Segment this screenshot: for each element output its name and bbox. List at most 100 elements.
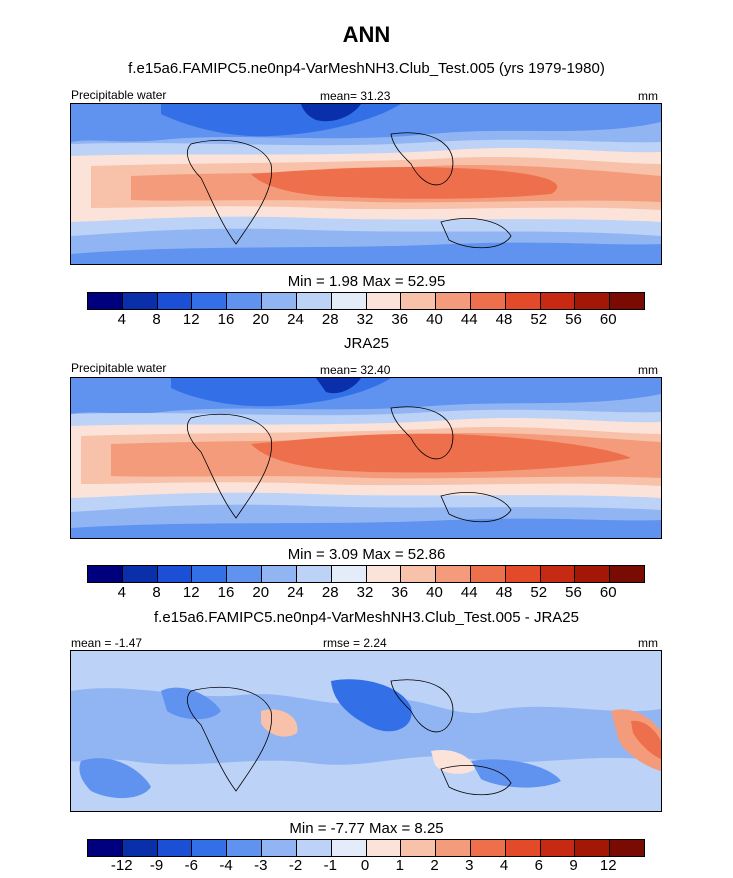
colorbar-cell [227,840,263,856]
panel-2-mean-label: mean= 32.40 [320,363,391,377]
colorbar-tick-label: 28 [321,311,339,328]
colorbar-cell [575,840,611,856]
colorbar-cell [436,840,471,856]
colorbar-cell [331,566,367,582]
colorbar-tick-label: 6 [534,857,543,874]
colorbar-tick-label: 52 [530,311,548,328]
panel-1-units-label: mm [638,89,658,103]
colorbar-cell [122,566,158,582]
colorbar-tick-label: 36 [391,584,409,601]
colorbar-cell [436,566,471,582]
colorbar-cell [296,840,332,856]
colorbar-cell [157,293,193,309]
panel-3-map [70,650,662,812]
panel-2-colorbar-ticks: 4 8 12 16 20 24 28 32 36 40 44 48 52 56 60 [87,584,643,602]
panel-3-colorbar [87,839,645,857]
colorbar-tick-label: 20 [252,311,270,328]
colorbar-cell [296,293,332,309]
colorbar-tick-label: 9 [569,857,578,874]
colorbar-cell [401,566,437,582]
colorbar-tick-label: -9 [149,857,164,874]
colorbar-cell [157,566,193,582]
colorbar-cell [331,293,367,309]
panel-3-title: f.e15a6.FAMIPC5.ne0np4-VarMeshNH3.Club_T… [154,609,579,626]
colorbar-cell [157,840,193,856]
colorbar-tick-label: 60 [599,311,617,328]
colorbar-cell [575,293,611,309]
colorbar-cell [470,840,506,856]
colorbar-cell [366,566,402,582]
colorbar-cell [505,840,541,856]
colorbar-cell [401,293,437,309]
colorbar-cell [401,840,437,856]
colorbar-tick-label: 0 [360,857,370,874]
panel-2-map [70,377,662,539]
panel-1-variable-label: Precipitable water [71,88,167,102]
colorbar-tick-label: -1 [323,857,337,874]
panel-1-colorbar-ticks: 4 8 12 16 20 24 28 32 36 40 44 48 52 56 60 [87,311,643,329]
panel-3-rmse-label: rmse = 2.24 [323,636,387,650]
panel-3-min-max: Min = -7.77 Max = 8.25 [289,820,444,837]
colorbar-tick-label: 56 [565,311,582,328]
colorbar-cell [505,293,541,309]
colorbar-tick-label: 56 [565,584,582,601]
colorbar-cell [540,840,576,856]
colorbar-cell [540,566,576,582]
colorbar-tick-label: 3 [465,857,474,874]
colorbar-cell [122,293,158,309]
colorbar-cell [366,840,402,856]
colorbar-cell [610,293,644,309]
panel-2-colorbar [87,565,645,583]
colorbar-tick-label: 4 [499,857,509,874]
colorbar-tick-label: 40 [426,311,443,328]
colorbar-tick-label: 8 [152,311,161,328]
colorbar-cell [575,566,611,582]
panel-2-min-max: Min = 3.09 Max = 52.86 [287,546,446,563]
colorbar-tick-label: -2 [288,857,303,874]
colorbar-tick-label: 1 [395,857,404,874]
panel-1-title: f.e15a6.FAMIPC5.ne0np4-VarMeshNH3.Club_T… [128,60,605,77]
colorbar-tick-label: 36 [391,311,409,328]
panel-2-variable-label: Precipitable water [71,361,167,375]
panel-3-mean-label: mean = -1.47 [71,636,143,650]
colorbar-cell [505,566,541,582]
panel-3-colorbar-ticks: -12 -9 -6 -4 -3 -2 -1 0 1 2 3 4 6 9 12 [87,857,643,875]
colorbar-cell [227,293,263,309]
panel-1-mean-label: mean= 31.23 [320,89,391,103]
colorbar-tick-label: 16 [217,584,235,601]
panel-2-units-label: mm [638,363,658,377]
figure-title: ANN [342,22,391,47]
colorbar-tick-label: 48 [495,311,513,328]
colorbar-tick-label: -4 [219,857,233,874]
colorbar-tick-label: 52 [530,584,548,601]
colorbar-cell [192,840,228,856]
colorbar-tick-label: -12 [110,857,133,874]
colorbar-tick-label: 28 [321,584,339,601]
panel-1-min-max: Min = 1.98 Max = 52.95 [287,273,446,290]
colorbar-tick-label: -3 [254,857,268,874]
panel-3-units-label: mm [638,636,658,650]
colorbar-cell [540,293,576,309]
colorbar-cell [262,293,297,309]
colorbar-cell [470,293,506,309]
colorbar-tick-label: 24 [287,584,304,601]
colorbar-tick-label: 20 [252,584,270,601]
colorbar-tick-label: 32 [356,311,374,328]
colorbar-cell [436,293,471,309]
panel-1-colorbar [87,292,645,310]
colorbar-tick-label: 16 [217,311,235,328]
colorbar-cell [331,840,367,856]
colorbar-cell [366,293,402,309]
colorbar-tick-label: 12 [182,311,200,328]
colorbar-tick-label: 44 [460,584,478,601]
colorbar-cell [227,566,263,582]
colorbar-tick-label: 8 [152,584,161,601]
colorbar-cell [610,566,644,582]
colorbar-tick-label: 24 [287,311,304,328]
colorbar-cell [296,566,332,582]
colorbar-tick-label: 60 [599,584,617,601]
colorbar-cell [88,566,123,582]
colorbar-tick-label: 40 [426,584,443,601]
colorbar-tick-label: 32 [356,584,374,601]
colorbar-tick-label: 12 [182,584,200,601]
